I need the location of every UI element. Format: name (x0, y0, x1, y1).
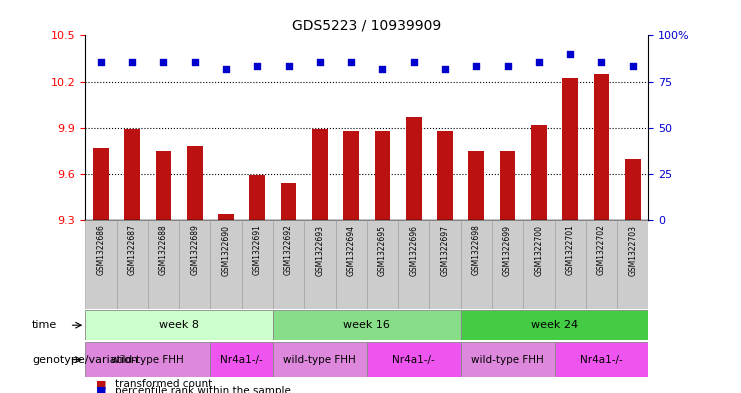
Text: GSM1322699: GSM1322699 (503, 224, 512, 275)
Bar (93, 148, 109, 220)
Text: GSM1322696: GSM1322696 (409, 224, 418, 275)
Text: GSM1322702: GSM1322702 (597, 224, 606, 275)
Bar (531, 125, 547, 220)
Text: GSM1322698: GSM1322698 (472, 224, 481, 275)
Text: GSM1322687: GSM1322687 (127, 224, 136, 275)
Bar (312, 129, 328, 220)
Bar (124, 129, 140, 220)
Bar (273, 342, 367, 377)
Text: week 24: week 24 (531, 320, 578, 330)
Text: GSM1322697: GSM1322697 (440, 224, 450, 275)
Bar (85, 220, 116, 309)
Bar (625, 158, 640, 220)
Bar (461, 342, 554, 377)
Bar (336, 220, 367, 309)
Text: ■: ■ (96, 386, 107, 393)
Bar (499, 151, 516, 220)
Text: GSM1322700: GSM1322700 (534, 224, 543, 275)
Bar (242, 220, 273, 309)
Point (314, 59, 326, 65)
Point (502, 63, 514, 69)
Bar (210, 342, 273, 377)
Bar (461, 310, 648, 340)
Bar (437, 131, 453, 220)
Bar (617, 220, 648, 309)
Text: ■: ■ (96, 379, 107, 389)
Bar (250, 175, 265, 220)
Bar (281, 183, 296, 220)
Point (376, 66, 388, 72)
Bar (594, 74, 609, 220)
Text: GSM1322703: GSM1322703 (628, 224, 637, 275)
Text: Nr4a1-/-: Nr4a1-/- (392, 354, 435, 365)
Bar (468, 151, 484, 220)
Bar (398, 220, 429, 309)
Text: genotype/variation: genotype/variation (32, 354, 138, 365)
Bar (85, 310, 273, 340)
Point (95, 59, 107, 65)
Text: GSM1322692: GSM1322692 (284, 224, 293, 275)
Point (282, 63, 294, 69)
Bar (116, 220, 147, 309)
Point (220, 66, 232, 72)
Bar (375, 131, 391, 220)
Point (533, 59, 545, 65)
Point (345, 59, 357, 65)
Text: percentile rank within the sample: percentile rank within the sample (115, 386, 290, 393)
Bar (429, 220, 461, 309)
Bar (187, 146, 202, 220)
Bar (586, 220, 617, 309)
Point (126, 59, 138, 65)
Bar (273, 310, 461, 340)
Bar (406, 117, 422, 220)
Bar (562, 79, 578, 220)
Point (596, 59, 608, 65)
Bar (147, 220, 179, 309)
Bar (273, 220, 305, 309)
Text: Nr4a1-/-: Nr4a1-/- (580, 354, 623, 365)
Bar (343, 131, 359, 220)
Point (251, 63, 263, 69)
Bar (492, 220, 523, 309)
Bar (461, 220, 492, 309)
Text: wild-type FHH: wild-type FHH (284, 354, 356, 365)
Bar (179, 220, 210, 309)
Text: GSM1322694: GSM1322694 (347, 224, 356, 275)
Bar (554, 220, 586, 309)
Point (439, 66, 451, 72)
Text: GSM1322689: GSM1322689 (190, 224, 199, 275)
Text: week 16: week 16 (343, 320, 391, 330)
Point (627, 63, 639, 69)
Bar (156, 151, 171, 220)
Bar (554, 342, 648, 377)
Text: GSM1322690: GSM1322690 (222, 224, 230, 275)
Bar (523, 220, 554, 309)
Text: time: time (32, 320, 57, 330)
Text: GSM1322686: GSM1322686 (96, 224, 105, 275)
Text: GSM1322693: GSM1322693 (316, 224, 325, 275)
Bar (218, 214, 234, 220)
Text: GSM1322691: GSM1322691 (253, 224, 262, 275)
Bar (210, 220, 242, 309)
Text: GSM1322701: GSM1322701 (565, 224, 575, 275)
Text: week 8: week 8 (159, 320, 199, 330)
Point (564, 51, 576, 57)
Point (471, 63, 482, 69)
Point (408, 59, 419, 65)
Text: transformed count: transformed count (115, 379, 212, 389)
Text: wild-type FHH: wild-type FHH (471, 354, 544, 365)
Point (158, 59, 170, 65)
Bar (305, 220, 336, 309)
Title: GDS5223 / 10939909: GDS5223 / 10939909 (292, 19, 442, 33)
Text: wild-type FHH: wild-type FHH (111, 354, 185, 365)
Bar (85, 342, 210, 377)
Bar (367, 342, 461, 377)
Point (189, 59, 201, 65)
Text: GSM1322695: GSM1322695 (378, 224, 387, 275)
Bar (367, 220, 398, 309)
Text: GSM1322688: GSM1322688 (159, 224, 168, 275)
Text: Nr4a1-/-: Nr4a1-/- (220, 354, 263, 365)
